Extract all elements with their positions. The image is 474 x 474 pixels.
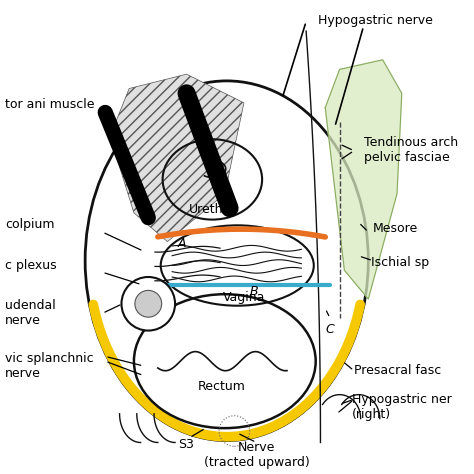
Circle shape bbox=[135, 291, 162, 317]
Text: Presacral fasc: Presacral fasc bbox=[354, 364, 441, 377]
Text: Hypogastric ner
(right): Hypogastric ner (right) bbox=[352, 393, 452, 421]
Text: C: C bbox=[326, 323, 335, 336]
Text: S3: S3 bbox=[179, 438, 194, 451]
Text: colpium: colpium bbox=[5, 218, 55, 231]
Text: udendal
nerve: udendal nerve bbox=[5, 299, 55, 327]
Text: B: B bbox=[249, 285, 258, 298]
Text: Mesore: Mesore bbox=[373, 222, 419, 236]
Text: c plexus: c plexus bbox=[5, 259, 56, 272]
Text: Vagina: Vagina bbox=[223, 292, 265, 304]
Polygon shape bbox=[325, 60, 402, 299]
Polygon shape bbox=[110, 74, 244, 242]
Text: Rectum: Rectum bbox=[198, 380, 246, 393]
Text: vic splanchnic
nerve: vic splanchnic nerve bbox=[5, 352, 93, 380]
Text: Nerve
(tracted upward): Nerve (tracted upward) bbox=[203, 440, 309, 469]
Text: Urethra: Urethra bbox=[189, 203, 236, 216]
Circle shape bbox=[121, 277, 175, 330]
Text: tor ani muscle: tor ani muscle bbox=[5, 98, 94, 111]
Text: Tendinous arch
pelvic fasciae: Tendinous arch pelvic fasciae bbox=[364, 137, 457, 164]
Text: A: A bbox=[177, 237, 186, 250]
Text: Ischial sp: Ischial sp bbox=[371, 256, 429, 269]
Text: Hypogastric nerve: Hypogastric nerve bbox=[318, 14, 432, 27]
